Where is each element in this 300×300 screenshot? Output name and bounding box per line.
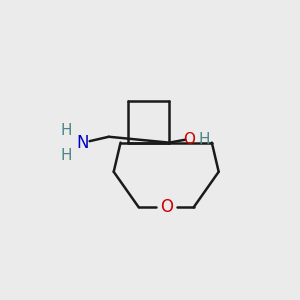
Text: H: H: [199, 132, 210, 147]
Text: O: O: [160, 198, 173, 216]
Text: H: H: [60, 123, 72, 138]
Text: H: H: [60, 148, 72, 163]
Text: N: N: [76, 134, 88, 152]
Text: O: O: [183, 132, 195, 147]
